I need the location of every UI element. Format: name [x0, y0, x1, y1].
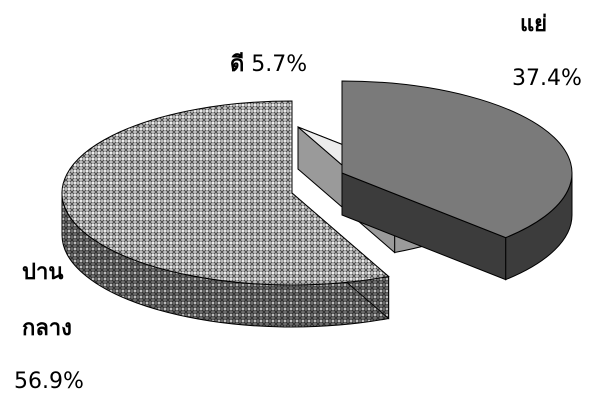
slice-bad-top: [341, 80, 573, 239]
slice-name-good: ดี: [230, 52, 245, 77]
slice-bad: [341, 80, 573, 281]
slice-label-bad: แย่: [520, 14, 547, 36]
slice-label-good: ดี 5.7%: [230, 54, 307, 76]
slice-medium-top: [61, 100, 390, 286]
slice-label-medium-line1: ปาน: [22, 260, 64, 285]
slice-name-bad: แย่: [520, 12, 548, 37]
slice-value-bad: 37.4%: [512, 66, 582, 91]
slice-value-good: 5.7%: [251, 52, 308, 77]
slice-value-medium: 56.9%: [14, 369, 84, 394]
slice-medium: [61, 100, 390, 328]
slice-label-medium-line2: กลาง: [22, 316, 72, 341]
